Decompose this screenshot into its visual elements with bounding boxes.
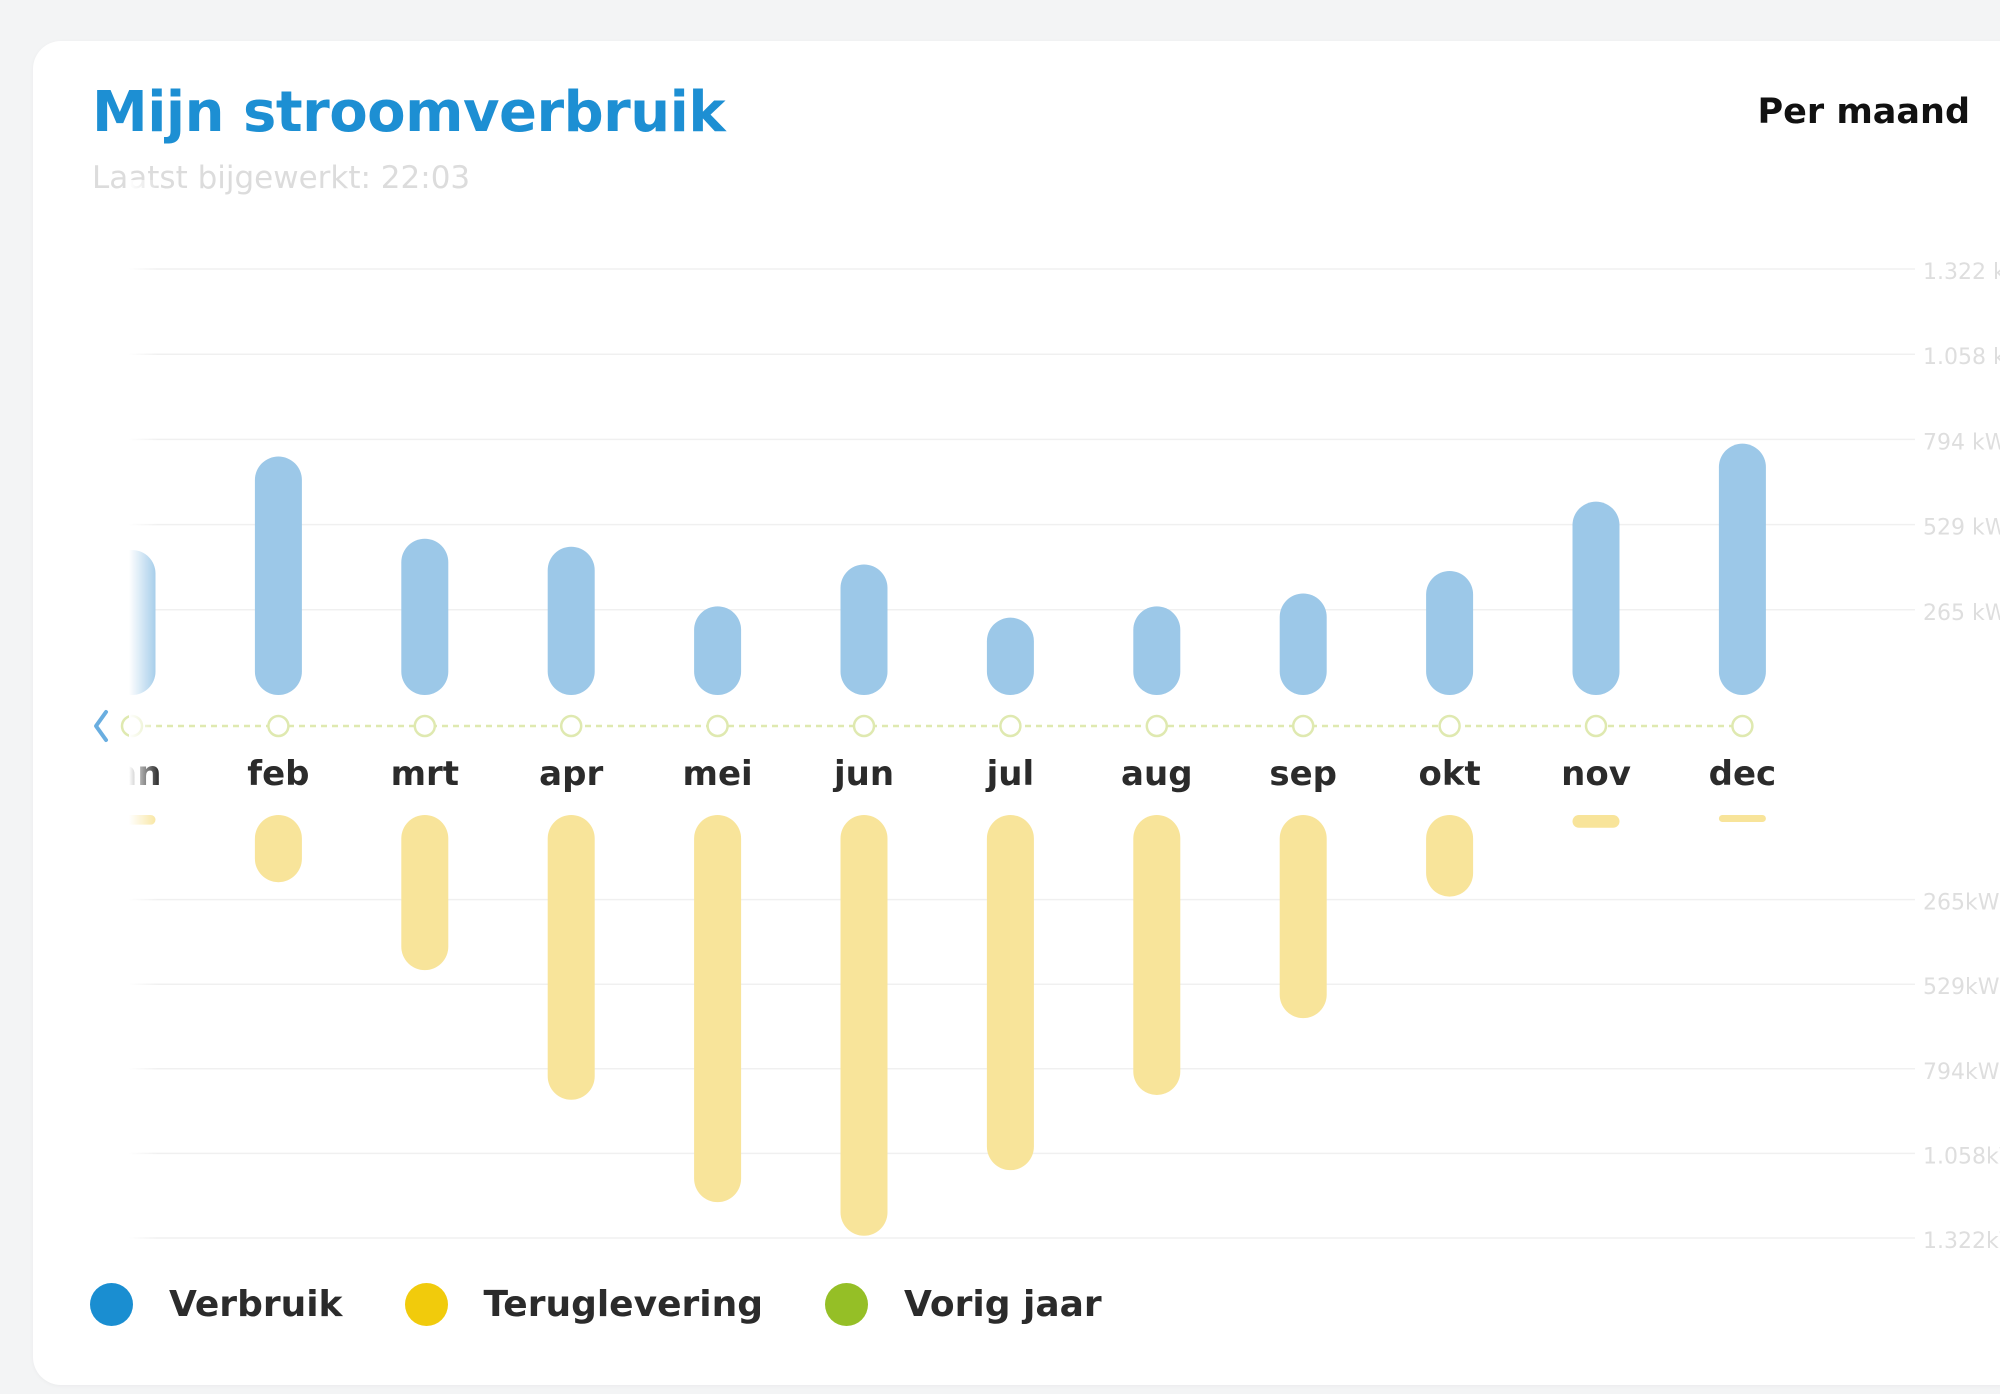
legend-dot-teruglevering [404, 1283, 448, 1326]
month-label: aug [1121, 754, 1193, 794]
legend: Verbruik Teruglevering Vorig jaar [90, 1283, 1164, 1326]
month-marker [1731, 714, 1754, 738]
legend-item-verbruik[interactable]: Verbruik [90, 1283, 343, 1326]
bar-verbruik [1718, 443, 1766, 695]
month-marker [1438, 714, 1461, 738]
month-label: dec [1709, 754, 1777, 794]
bar-verbruik [986, 617, 1034, 695]
month-label: okt [1418, 754, 1480, 794]
legend-dot-vorig-jaar [824, 1283, 868, 1326]
month-marker [559, 714, 583, 738]
y-tick-label: 794 kWh [1923, 430, 2000, 455]
month-marker [706, 714, 729, 738]
bar-verbruik [840, 564, 888, 695]
bar-teruglevering [1572, 815, 1620, 828]
month-label: feb [247, 754, 309, 794]
month-label: nov [1561, 754, 1631, 794]
month-label: apr [539, 754, 603, 794]
bar-verbruik [1572, 501, 1620, 695]
bar-verbruik [401, 538, 449, 695]
month-label: sep [1269, 754, 1337, 794]
bar-verbruik [1279, 593, 1327, 695]
bar-teruglevering [1718, 815, 1766, 822]
month-marker [1584, 714, 1608, 738]
page-title: Mijn stroomverbruik [92, 80, 726, 145]
y-tick-label: 1.322 kWh [1923, 260, 2000, 285]
month-marker [1291, 714, 1315, 738]
bar-teruglevering [254, 815, 302, 883]
bar-verbruik [1133, 606, 1181, 695]
legend-label: Verbruik [169, 1284, 343, 1325]
bar-verbruik [1426, 570, 1474, 695]
chevron-left-icon[interactable] [94, 710, 108, 742]
y-tick-label: 1.322kWh [1923, 1229, 2000, 1254]
bar-teruglevering [986, 815, 1034, 1171]
month-label: mei [683, 754, 753, 794]
legend-item-vorig-jaar[interactable]: Vorig jaar [824, 1283, 1102, 1326]
legend-label: Vorig jaar [903, 1284, 1102, 1325]
bar-verbruik [694, 606, 742, 695]
bar-teruglevering [547, 815, 595, 1100]
y-tick-label: 529 kWh [1923, 516, 2000, 541]
month-marker [413, 714, 437, 738]
month-marker [852, 714, 876, 738]
bar-teruglevering [1279, 815, 1327, 1019]
legend-item-teruglevering[interactable]: Teruglevering [404, 1283, 763, 1326]
legend-label: Teruglevering [483, 1284, 763, 1325]
y-tick-label: 794kWh [1923, 1060, 2000, 1085]
period-selector[interactable]: Per maand [1757, 92, 1970, 132]
y-tick-label: 265kWh [1923, 891, 2000, 916]
bar-teruglevering [840, 815, 888, 1236]
month-marker [1145, 714, 1169, 738]
legend-dot-verbruik [90, 1283, 133, 1326]
month-label: jun [832, 754, 894, 794]
bar-teruglevering [1133, 815, 1181, 1095]
month-label: mrt [391, 754, 459, 794]
month-marker [999, 714, 1022, 738]
bar-verbruik [547, 546, 595, 695]
y-tick-label: 529kWh [1923, 975, 2000, 1000]
bar-teruglevering [1426, 815, 1474, 897]
month-label: jul [985, 754, 1035, 794]
bar-teruglevering [401, 815, 449, 971]
y-tick-label: 1.058kWh [1923, 1144, 2000, 1169]
bar-verbruik [254, 456, 302, 695]
y-tick-label: 1.058 kWh [1923, 345, 2000, 370]
y-tick-label: 265 kWh [1923, 601, 2000, 626]
month-marker [267, 714, 290, 738]
bar-teruglevering [694, 815, 742, 1203]
